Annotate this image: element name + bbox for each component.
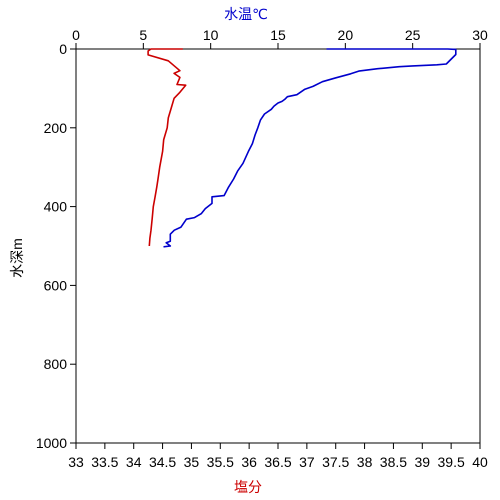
plot-frame [75, 48, 481, 444]
depth-axis-title: 水深m [9, 238, 25, 278]
salinity-tick-label: 39 [414, 454, 430, 470]
temperature-tick-label: 20 [338, 27, 354, 43]
temperature-axis-title: 水温℃ [224, 6, 268, 22]
salinity-tick-label: 36 [241, 454, 257, 470]
depth-tick-label: 200 [44, 120, 68, 136]
salinity-axis-title: 塩分 [234, 479, 262, 495]
salinity-tick-label: 35.5 [207, 454, 234, 470]
axis-ticks: 0 200 400 600 800 1000 0 5 10 15 20 25 30 33 33.5 34 34.… [36, 27, 488, 470]
depth-tick-label: 1000 [36, 435, 67, 451]
salinity-tick-label: 39.5 [438, 454, 465, 470]
depth-tick-label: 800 [44, 356, 68, 372]
salinity-tick-label: 34.5 [149, 454, 176, 470]
temperature-tick-label: 25 [405, 27, 421, 43]
temperature-tick-label: 0 [72, 27, 80, 43]
salinity-tick-label: 33 [68, 454, 84, 470]
salinity-tick-label: 35 [184, 454, 200, 470]
salinity-tick-label: 37.5 [322, 454, 349, 470]
salinity-tick-label: 38.5 [380, 454, 407, 470]
temperature-tick-label: 5 [139, 27, 147, 43]
temperature-tick-label: 15 [270, 27, 286, 43]
salinity-tick-label: 34 [126, 454, 142, 470]
salinity-tick-label: 40 [472, 454, 488, 470]
salinity-tick-label: 37 [299, 454, 315, 470]
salinity-profile-line [147, 48, 187, 247]
temperature-tick-label: 30 [472, 27, 488, 43]
series-layer [147, 48, 457, 248]
depth-tick-label: 400 [44, 199, 68, 215]
temperature-tick-label: 10 [203, 27, 219, 43]
salinity-tick-label: 33.5 [91, 454, 118, 470]
depth-tick-label: 600 [44, 277, 68, 293]
salinity-tick-label: 38 [357, 454, 373, 470]
salinity-tick-label: 36.5 [264, 454, 291, 470]
temperature-profile-line [163, 48, 457, 248]
depth-tick-label: 0 [59, 41, 67, 57]
